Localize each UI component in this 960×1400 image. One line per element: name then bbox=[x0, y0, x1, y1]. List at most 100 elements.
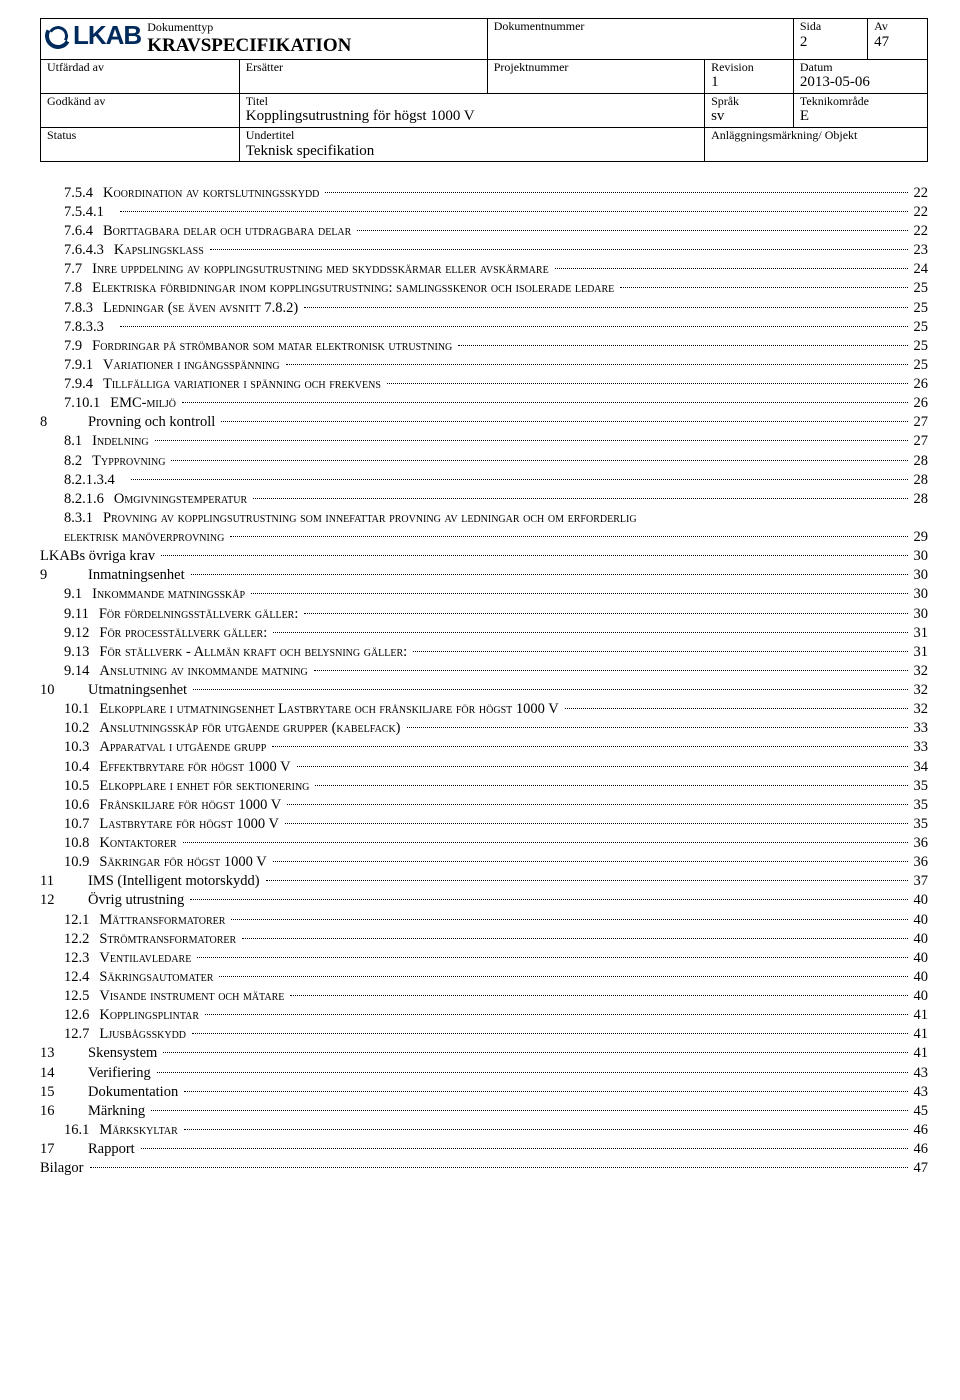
toc-entry-page: 35 bbox=[910, 815, 929, 834]
toc-entry-title: Elkopplare i enhet för sektionering bbox=[99, 777, 313, 796]
toc-entry-page: 40 bbox=[910, 949, 929, 968]
toc-leader-dots bbox=[272, 746, 907, 747]
toc-leader-dots bbox=[458, 345, 907, 346]
header-cell: LKABDokumenttypKRAVSPECIFIKATION bbox=[41, 19, 488, 60]
toc-leader-dots bbox=[210, 249, 908, 250]
toc-entry-title: Inkommande matningsskåp bbox=[92, 585, 249, 604]
toc-entry-page: 26 bbox=[910, 394, 929, 413]
toc-entry: 7.6.4.3Kapslingsklass23 bbox=[64, 241, 928, 260]
toc-entry-page: 25 bbox=[910, 318, 929, 337]
toc-leader-dots bbox=[221, 421, 907, 422]
toc-entry-title: Ventilavledare bbox=[99, 949, 195, 968]
toc-entry-number: 7.8.3.3 bbox=[64, 318, 114, 337]
toc-leader-dots bbox=[219, 976, 907, 977]
toc-leader-dots bbox=[620, 287, 907, 288]
toc-entry-page: 46 bbox=[910, 1140, 929, 1159]
header-cell: Sida2 bbox=[793, 19, 867, 60]
toc-entry: 10.6Frånskiljare för högst 1000 V35 bbox=[64, 796, 928, 815]
toc-entry-page: 33 bbox=[910, 719, 929, 738]
toc-entry: 8.2.1.6Omgivningstemperatur28 bbox=[64, 490, 928, 509]
toc-entry-title: Inre uppdelning av kopplingsutrustning m… bbox=[92, 260, 553, 279]
toc-entry-page: 31 bbox=[910, 624, 929, 643]
toc-entry-page: 25 bbox=[910, 356, 929, 375]
toc-entry-title: Lastbrytare för högst 1000 V bbox=[99, 815, 283, 834]
toc-leader-dots bbox=[182, 402, 908, 403]
header-value: 2 bbox=[800, 34, 863, 51]
toc-leader-dots bbox=[357, 230, 907, 231]
toc-entry-number: 8.3.1 bbox=[64, 509, 103, 528]
toc-leader-dots bbox=[304, 307, 907, 308]
toc-entry-number: 9.13 bbox=[64, 643, 99, 662]
toc-leader-dots bbox=[413, 651, 907, 652]
toc-entry: 13Skensystem41 bbox=[40, 1044, 928, 1063]
toc-entry-title: Apparatval i utgående grupp bbox=[99, 738, 270, 757]
toc-entry-page: 27 bbox=[910, 413, 929, 432]
toc-entry-number: 10.7 bbox=[64, 815, 99, 834]
toc-entry-title: LKABs övriga krav bbox=[40, 547, 159, 566]
toc-leader-dots bbox=[387, 383, 908, 384]
toc-entry-title: Utmatningsenhet bbox=[88, 681, 191, 700]
toc-leader-dots bbox=[184, 1091, 907, 1092]
toc-entry-page: 32 bbox=[910, 681, 929, 700]
toc-entry-page: 36 bbox=[910, 853, 929, 872]
toc-entry-number: 10.3 bbox=[64, 738, 99, 757]
header-cell: Projektnummer bbox=[487, 59, 704, 93]
toc-entry-title: Märkning bbox=[88, 1102, 149, 1121]
document-header-table: LKABDokumenttypKRAVSPECIFIKATIONDokument… bbox=[40, 18, 928, 162]
toc-leader-dots bbox=[286, 364, 908, 365]
toc-leader-dots bbox=[161, 555, 907, 556]
toc-entry-title: Fordringar på strömbanor som matar elekt… bbox=[92, 337, 456, 356]
toc-entry-page: 22 bbox=[910, 184, 929, 203]
toc-entry-number: 15 bbox=[40, 1083, 88, 1102]
toc-entry-title: För procesställverk gäller: bbox=[99, 624, 271, 643]
toc-entry-number: 10.9 bbox=[64, 853, 99, 872]
toc-entry-page: 29 bbox=[910, 528, 929, 547]
header-label: Projektnummer bbox=[494, 61, 700, 75]
toc-leader-dots bbox=[183, 842, 908, 843]
toc-entry: 9.13För ställverk - Allmän kraft och bel… bbox=[64, 643, 928, 662]
toc-leader-dots bbox=[193, 689, 907, 690]
toc-entry-number: 9.14 bbox=[64, 662, 99, 681]
header-cell: TitelKopplingsutrustning för högst 1000 … bbox=[239, 93, 704, 127]
toc-entry-title: Provning av kopplingsutrustning som inne… bbox=[103, 509, 641, 528]
toc-entry: 9.11För fördelningsställverk gäller:30 bbox=[64, 605, 928, 624]
toc-entry-page: 41 bbox=[910, 1025, 929, 1044]
header-cell: UndertitelTeknisk specifikation bbox=[239, 127, 704, 161]
toc-entry-page: 24 bbox=[910, 260, 929, 279]
toc-entry-page: 23 bbox=[910, 241, 929, 260]
header-cell: Revision1 bbox=[705, 59, 794, 93]
header-cell: TeknikområdeE bbox=[793, 93, 927, 127]
header-label: Sida bbox=[800, 20, 863, 34]
toc-entry-number: 12.1 bbox=[64, 911, 99, 930]
toc-entry: 12.4Säkringsautomater40 bbox=[64, 968, 928, 987]
toc-entry: 10.4Effektbrytare för högst 1000 V34 bbox=[64, 758, 928, 777]
toc-leader-dots bbox=[285, 823, 908, 824]
toc-entry: 10.9Säkringar för högst 1000 V36 bbox=[64, 853, 928, 872]
header-label: Ersätter bbox=[246, 61, 483, 75]
toc-entry-number: 16.1 bbox=[64, 1121, 99, 1140]
toc-entry-title: Borttagbara delar och utdragbara delar bbox=[103, 222, 355, 241]
toc-entry: 9Inmatningsenhet30 bbox=[40, 566, 928, 585]
toc-entry-page: 22 bbox=[910, 203, 929, 222]
toc-entry-title: Kontaktorer bbox=[99, 834, 180, 853]
toc-entry-page: 47 bbox=[910, 1159, 929, 1178]
toc-entry: 7.9.4Tillfälliga variationer i spänning … bbox=[64, 375, 928, 394]
toc-entry: 12.5Visande instrument och mätare40 bbox=[64, 987, 928, 1006]
toc-entry-page: 25 bbox=[910, 279, 929, 298]
header-value: sv bbox=[711, 108, 789, 125]
toc-entry-title: Märkskyltar bbox=[99, 1121, 181, 1140]
toc-leader-dots bbox=[273, 861, 908, 862]
toc-entry-page: 30 bbox=[910, 547, 929, 566]
toc-entry-number: 12.2 bbox=[64, 930, 99, 949]
header-value: KRAVSPECIFIKATION bbox=[147, 35, 351, 57]
toc-entry-page: 32 bbox=[910, 662, 929, 681]
toc-leader-dots bbox=[157, 1072, 908, 1073]
toc-entry: 12Övrig utrustning40 bbox=[40, 891, 928, 910]
header-cell: Ersätter bbox=[239, 59, 487, 93]
toc-entry: 10.7Lastbrytare för högst 1000 V 35 bbox=[64, 815, 928, 834]
toc-entry-number: 14 bbox=[40, 1064, 88, 1083]
toc-leader-dots bbox=[230, 536, 907, 537]
toc-entry-title: Koordination av kortslutningsskydd bbox=[103, 184, 323, 203]
header-cell: Av47 bbox=[868, 19, 928, 60]
toc-entry-number: 7.7 bbox=[64, 260, 92, 279]
